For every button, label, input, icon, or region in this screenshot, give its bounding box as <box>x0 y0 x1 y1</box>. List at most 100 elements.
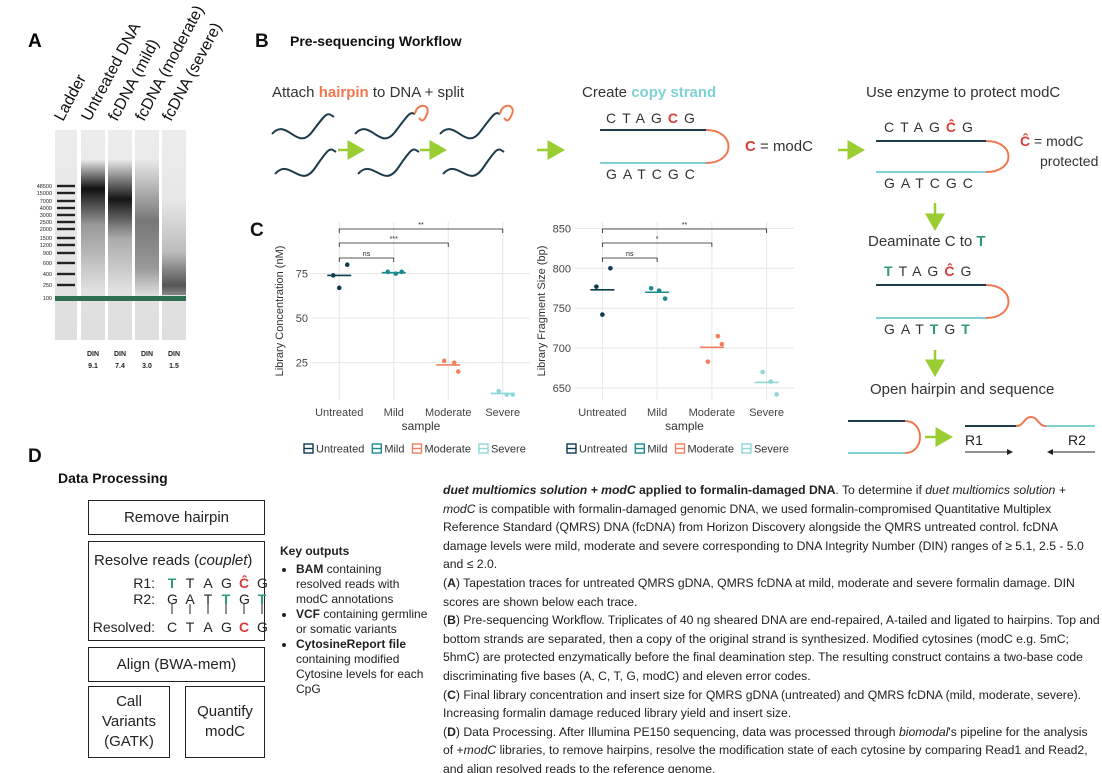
text-run: T <box>637 166 652 182</box>
legend-label: Severe <box>754 444 789 456</box>
y-tick-label: 75 <box>296 269 308 281</box>
ladder-band <box>57 221 75 223</box>
ladder-band <box>57 228 75 230</box>
text-run: A <box>901 175 915 191</box>
base-letter: G <box>221 575 231 591</box>
ladder-band <box>57 273 75 275</box>
text-run: Attach <box>272 84 319 101</box>
text-run: containing modified Cytosine levels for … <box>296 652 423 696</box>
din-label: DIN <box>87 351 99 358</box>
sequence: CTAGĈG <box>884 119 979 135</box>
caption-paragraph: (C) Final library concentration and inse… <box>443 686 1101 723</box>
text-run: T <box>930 321 945 337</box>
ladder-size: 7000 <box>40 199 52 205</box>
y-axis-label: Library Fragment Size (bp) <box>536 246 548 377</box>
ladder-size: 100 <box>43 296 52 302</box>
text-run: G <box>668 166 685 182</box>
read-label: R1 <box>965 432 983 448</box>
ladder-band <box>57 207 75 209</box>
base-letter: C <box>239 619 249 635</box>
row-label: R1: <box>133 575 155 591</box>
significance-label: *** <box>390 236 398 243</box>
base-letter: A <box>203 575 213 591</box>
step-title: Open hairpin and sequence <box>870 381 1054 398</box>
panel-label: C <box>250 220 264 241</box>
text-run: is compatible with formalin-damaged geno… <box>443 502 1084 572</box>
step-box: Align (BWA-mem) <box>88 647 265 682</box>
text-run: A <box>623 166 637 182</box>
chart: 255075UntreatedMildModerateSevereLibrary… <box>270 205 532 460</box>
read-label: R2 <box>1068 432 1086 448</box>
text-run: T <box>961 321 976 337</box>
text-run: A <box>447 576 456 590</box>
significance-label: * <box>656 236 659 243</box>
text-run: C <box>963 175 979 191</box>
y-tick-label: 700 <box>553 343 571 355</box>
x-tick-label: Severe <box>749 407 784 419</box>
x-tick-label: Mild <box>384 407 404 419</box>
outputs-list: BAM containing resolved reads with modC … <box>280 562 430 697</box>
text-run: T <box>884 263 899 279</box>
significance-label: ** <box>682 222 688 229</box>
y-axis-label: Library Concentration (nM) <box>274 246 286 377</box>
step-box: Call Variants (GATK) <box>88 686 170 758</box>
ladder-size: 1200 <box>40 243 52 249</box>
ladder-size: 3000 <box>40 213 52 219</box>
data-point <box>594 284 599 289</box>
text-run: Ĉ <box>1020 133 1030 149</box>
text-run: T <box>900 119 914 135</box>
y-tick-label: 25 <box>296 358 308 370</box>
text-run: A <box>912 263 927 279</box>
text-run: ) Data Processing. After Illumina PE150 … <box>456 725 899 739</box>
base-letter: T <box>221 591 231 607</box>
x-axis-label: sample <box>665 419 704 433</box>
text-run: VCF <box>296 607 320 621</box>
ladder-size: 600 <box>43 261 52 267</box>
legend-label: Mild <box>647 444 667 456</box>
base-letter: Ĉ <box>239 575 249 591</box>
box-text: Quantify modC <box>194 702 256 742</box>
y-tick-label: 850 <box>553 223 571 235</box>
outputs-title: Key outputs <box>280 544 430 559</box>
text-run: G <box>606 166 623 182</box>
din-label: DIN <box>168 351 180 358</box>
text-run: T <box>915 321 930 337</box>
x-tick-label: Untreated <box>578 407 626 419</box>
text-run: Deaminate C to <box>868 233 976 250</box>
caption: duet multiomics solution + modC applied … <box>443 481 1101 773</box>
text-run: G <box>651 110 668 126</box>
text-run: libraries, to remove hairpins, resolve t… <box>443 743 1088 773</box>
text-run: = modC <box>756 138 813 155</box>
x-tick-label: Moderate <box>425 407 471 419</box>
text-run: C <box>685 166 701 182</box>
data-point <box>442 359 447 364</box>
text-run: modC <box>464 743 497 757</box>
text-run: hairpin <box>319 84 369 101</box>
text-run: G <box>929 119 946 135</box>
dna-icon <box>272 114 336 176</box>
base-letter: T <box>203 591 213 607</box>
text-run: C <box>884 119 900 135</box>
base-letter: T <box>185 575 195 591</box>
ladder-size: 4000 <box>40 206 52 212</box>
base-letter: T <box>167 575 177 591</box>
din-label: DIN <box>141 351 153 358</box>
text-run: Resolve reads ( <box>94 552 199 569</box>
ladder-size: 48500 <box>37 184 52 190</box>
dna-icon <box>355 106 428 176</box>
sequence: CTAGCG <box>606 110 701 126</box>
text-run: copy strand <box>631 84 716 101</box>
ladder-size: 2500 <box>40 220 52 226</box>
x-tick-label: Severe <box>485 407 520 419</box>
data-point <box>706 359 711 364</box>
output-item: VCF containing germline or somatic varia… <box>296 607 430 637</box>
data-point <box>760 370 765 375</box>
base-letter: A <box>185 591 195 607</box>
data-point <box>663 296 668 301</box>
ladder-size: 400 <box>43 272 52 278</box>
text-run: applied to formalin-damaged DNA <box>636 483 836 497</box>
text-run: Use enzyme to protect modC <box>866 84 1060 101</box>
sequence: TTAGĈG <box>884 263 977 279</box>
text-run: C <box>930 175 946 191</box>
caption-paragraph: (D) Data Processing. After Illumina PE15… <box>443 723 1101 773</box>
